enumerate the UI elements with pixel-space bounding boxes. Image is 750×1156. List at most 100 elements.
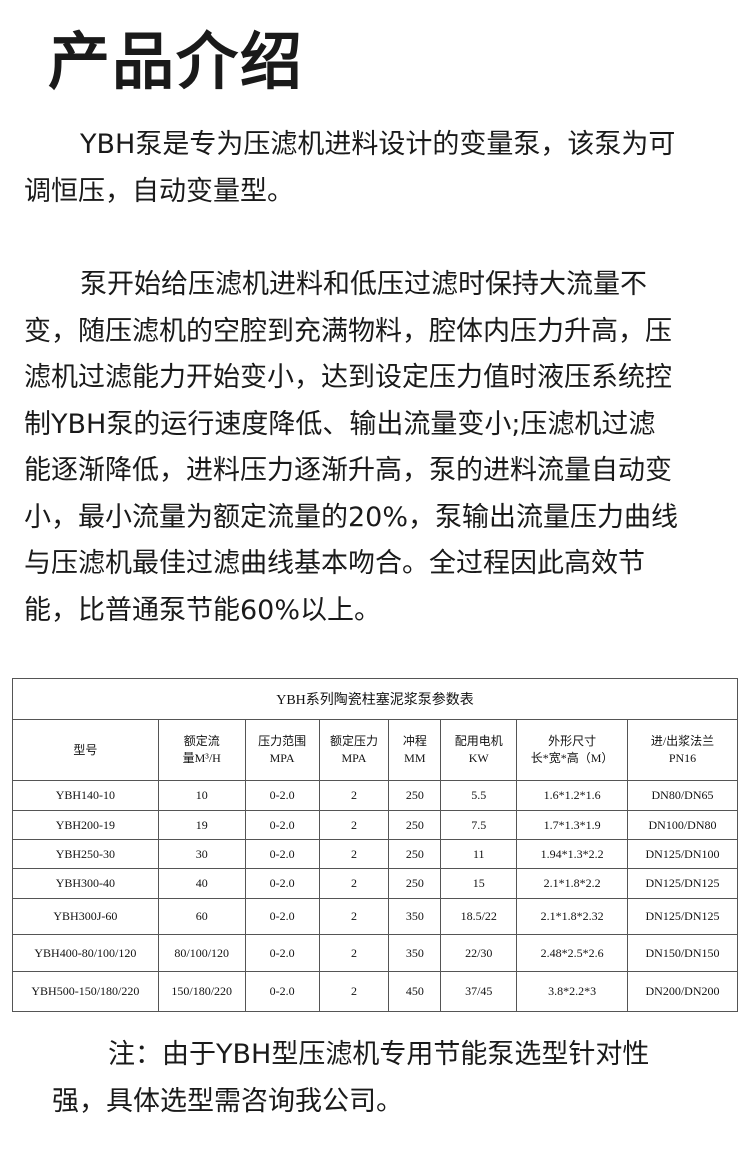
table-cell: YBH200-19: [12, 810, 159, 840]
table-cell: 2: [318, 868, 390, 899]
table-cell: DN125/DN100: [627, 839, 738, 869]
table-cell: 2.1*1.8*2.32: [516, 898, 629, 935]
text-line: 滤机过滤能力开始变小，达到设定压力值时液压系统控: [24, 362, 672, 393]
column-header-line: 外形尺寸: [548, 734, 597, 748]
table-row: YBH250-30 30 0-2.0 2 250 11 1.94*1.3*2.2 DN125/…: [12, 839, 738, 869]
column-header-line: MPA: [341, 751, 367, 765]
text-line: 与压滤机最佳过滤曲线基本吻合。全过程因此高效节: [24, 548, 645, 579]
column-header: 进/出浆法兰 PN16: [627, 719, 738, 781]
column-header-line: 进/出浆法兰: [650, 734, 715, 748]
table-cell: 1.6*1.2*1.6: [516, 780, 629, 811]
table-cell: 250: [388, 839, 442, 869]
table-cell: 2: [318, 898, 390, 935]
column-header: 额定流量M³/H: [157, 719, 246, 781]
table-cell: YBH300J-60: [12, 898, 159, 935]
text-line: YBH泵是专为压滤机进料设计的变量泵，该泵为可: [80, 129, 676, 160]
text-line: 变，随压滤机的空腔到充满物料，腔体内压力升高，压: [24, 315, 672, 347]
table-cell: 7.5: [440, 810, 518, 840]
table-cell: 40: [157, 868, 246, 899]
text-line: 强，具体选型需咨询我公司。: [52, 1085, 403, 1117]
table-cell: 3.8*2.2*3: [516, 971, 629, 1012]
table-cell: 450: [388, 971, 442, 1012]
table-cell: 2.48*2.5*2.6: [516, 934, 629, 972]
table-cell: 0-2.0: [244, 971, 320, 1012]
table-cell: DN150/DN150: [627, 934, 738, 972]
table-cell: 11: [440, 839, 518, 869]
column-header-line: 额定压力: [329, 734, 378, 748]
table-cell: 250: [388, 780, 442, 811]
table-row: YBH300-40 40 0-2.0 2 250 15 2.1*1.8*2.2 DN125/D…: [12, 868, 738, 899]
column-header-line: PN16: [668, 751, 697, 765]
table-row: YBH200-19 19 0-2.0 2 250 7.5 1.7*1.3*1.9 DN100/…: [12, 810, 738, 840]
parameter-table: YBH系列陶瓷柱塞泥浆泵参数表 型号 额定流量M³/H 压力范围 MPA 额定压力 MPA…: [12, 678, 738, 1012]
table-cell: 10: [157, 780, 246, 811]
column-header-line: 冲程: [402, 734, 427, 748]
description-paragraph: 泵开始给压滤机进料和低压过滤时保持大流量不 变，随压滤机的空腔到充满物料，腔体内…: [24, 262, 678, 634]
table-cell: 5.5: [440, 780, 518, 811]
table-cell: 60: [157, 898, 246, 935]
column-header-line: 长*宽*高（M）: [530, 751, 614, 765]
column-header-line: 配用电机: [454, 734, 503, 748]
column-header-line: MPA: [269, 751, 295, 765]
table-caption: YBH系列陶瓷柱塞泥浆泵参数表: [12, 678, 738, 720]
table-row: YBH500-150/180/220 150/180/220 0-2.0 2 450 37…: [12, 971, 738, 1012]
table-cell: DN125/DN125: [627, 868, 738, 899]
table-cell: 15: [440, 868, 518, 899]
table-cell: 0-2.0: [244, 898, 320, 935]
text-line: 能，比普通泵节能60%以上。: [24, 594, 382, 626]
note-paragraph: 注：由于YBH型压滤机专用节能泵选型针对性 强，具体选型需咨询我公司。: [24, 1032, 649, 1125]
table-cell: 1.7*1.3*1.9: [516, 810, 629, 840]
table-cell: DN200/DN200: [627, 971, 738, 1012]
table-cell: 250: [388, 810, 442, 840]
column-header-line: 压力范围: [258, 734, 307, 748]
table-row: YBH140-10 10 0-2.0 2 250 5.5 1.6*1.2*1.6 DN80/D…: [12, 780, 738, 811]
column-header-line: 量M³/H: [182, 751, 221, 765]
column-header: 压力范围 MPA: [244, 719, 320, 781]
table-cell: 80/100/120: [157, 934, 246, 972]
table-cell: 2: [318, 839, 390, 869]
column-header-line: KW: [468, 751, 489, 765]
table-cell: 2: [318, 810, 390, 840]
table-cell: 30: [157, 839, 246, 869]
column-header-line: 型号: [73, 742, 98, 757]
table-cell: DN80/DN65: [627, 780, 738, 811]
table-cell: 22/30: [440, 934, 518, 972]
table-cell: 150/180/220: [157, 971, 246, 1012]
intro-paragraph: YBH泵是专为压滤机进料设计的变量泵，该泵为可 调恒压，自动变量型。: [24, 122, 675, 215]
table-cell: YBH300-40: [12, 868, 159, 899]
table-cell: 18.5/22: [440, 898, 518, 935]
text-line: 小，最小流量为额定流量的20%，泵输出流量压力曲线: [24, 501, 679, 533]
text-line: 注：由于YBH型压滤机专用节能泵选型针对性: [108, 1039, 650, 1070]
column-header: 型号: [12, 719, 159, 781]
text-line: 能逐渐降低，进料压力逐渐升高，泵的进料流量自动变: [24, 455, 672, 486]
text-line: 制YBH泵的运行速度降低、输出流量变小;压滤机过滤: [24, 408, 656, 440]
table-cell: 0-2.0: [244, 780, 320, 811]
column-header: 配用电机 KW: [440, 719, 518, 781]
table-cell: 2: [318, 780, 390, 811]
table-cell: 350: [388, 934, 442, 972]
page-title: 产品介绍: [48, 25, 305, 98]
table-cell: YBH500-150/180/220: [12, 971, 159, 1012]
table-cell: 19: [157, 810, 246, 840]
table-row: YBH300J-60 60 0-2.0 2 350 18.5/22 2.1*1.8*2.32…: [12, 898, 738, 935]
table-header-row: 型号 额定流 量M³/H 压力范围 MPA 额定压力 MPA 冲程 MM 配用电机 KW 外形尺寸 长*…: [12, 719, 738, 781]
table-cell: YBH140-10: [12, 780, 159, 811]
table-cell: 2.1*1.8*2.2: [516, 868, 629, 899]
table-cell: 37/45: [440, 971, 518, 1012]
text-line: 泵开始给压滤机进料和低压过滤时保持大流量不: [80, 269, 647, 300]
table-cell: 0-2.0: [244, 839, 320, 869]
table-cell: 0-2.0: [244, 934, 320, 972]
column-header-line: 额定流: [183, 734, 220, 748]
text-line: 调恒压，自动变量型。: [24, 175, 294, 207]
column-header: 外形尺寸长*宽*高（M）: [516, 719, 629, 781]
table-cell: 2: [318, 934, 390, 972]
column-header: 额定压力 MPA: [318, 719, 390, 781]
table-cell: YBH250-30: [12, 839, 159, 869]
table-cell: 350: [388, 898, 442, 935]
table-row: YBH400-80/100/120 80/100/120 0-2.0 2 350 22/3…: [12, 934, 738, 972]
table-cell: 2: [318, 971, 390, 1012]
table-cell: 0-2.0: [244, 810, 320, 840]
table-cell: DN125/DN125: [627, 898, 738, 935]
table-cell: 0-2.0: [244, 868, 320, 899]
table-cell: 1.94*1.3*2.2: [516, 839, 629, 869]
